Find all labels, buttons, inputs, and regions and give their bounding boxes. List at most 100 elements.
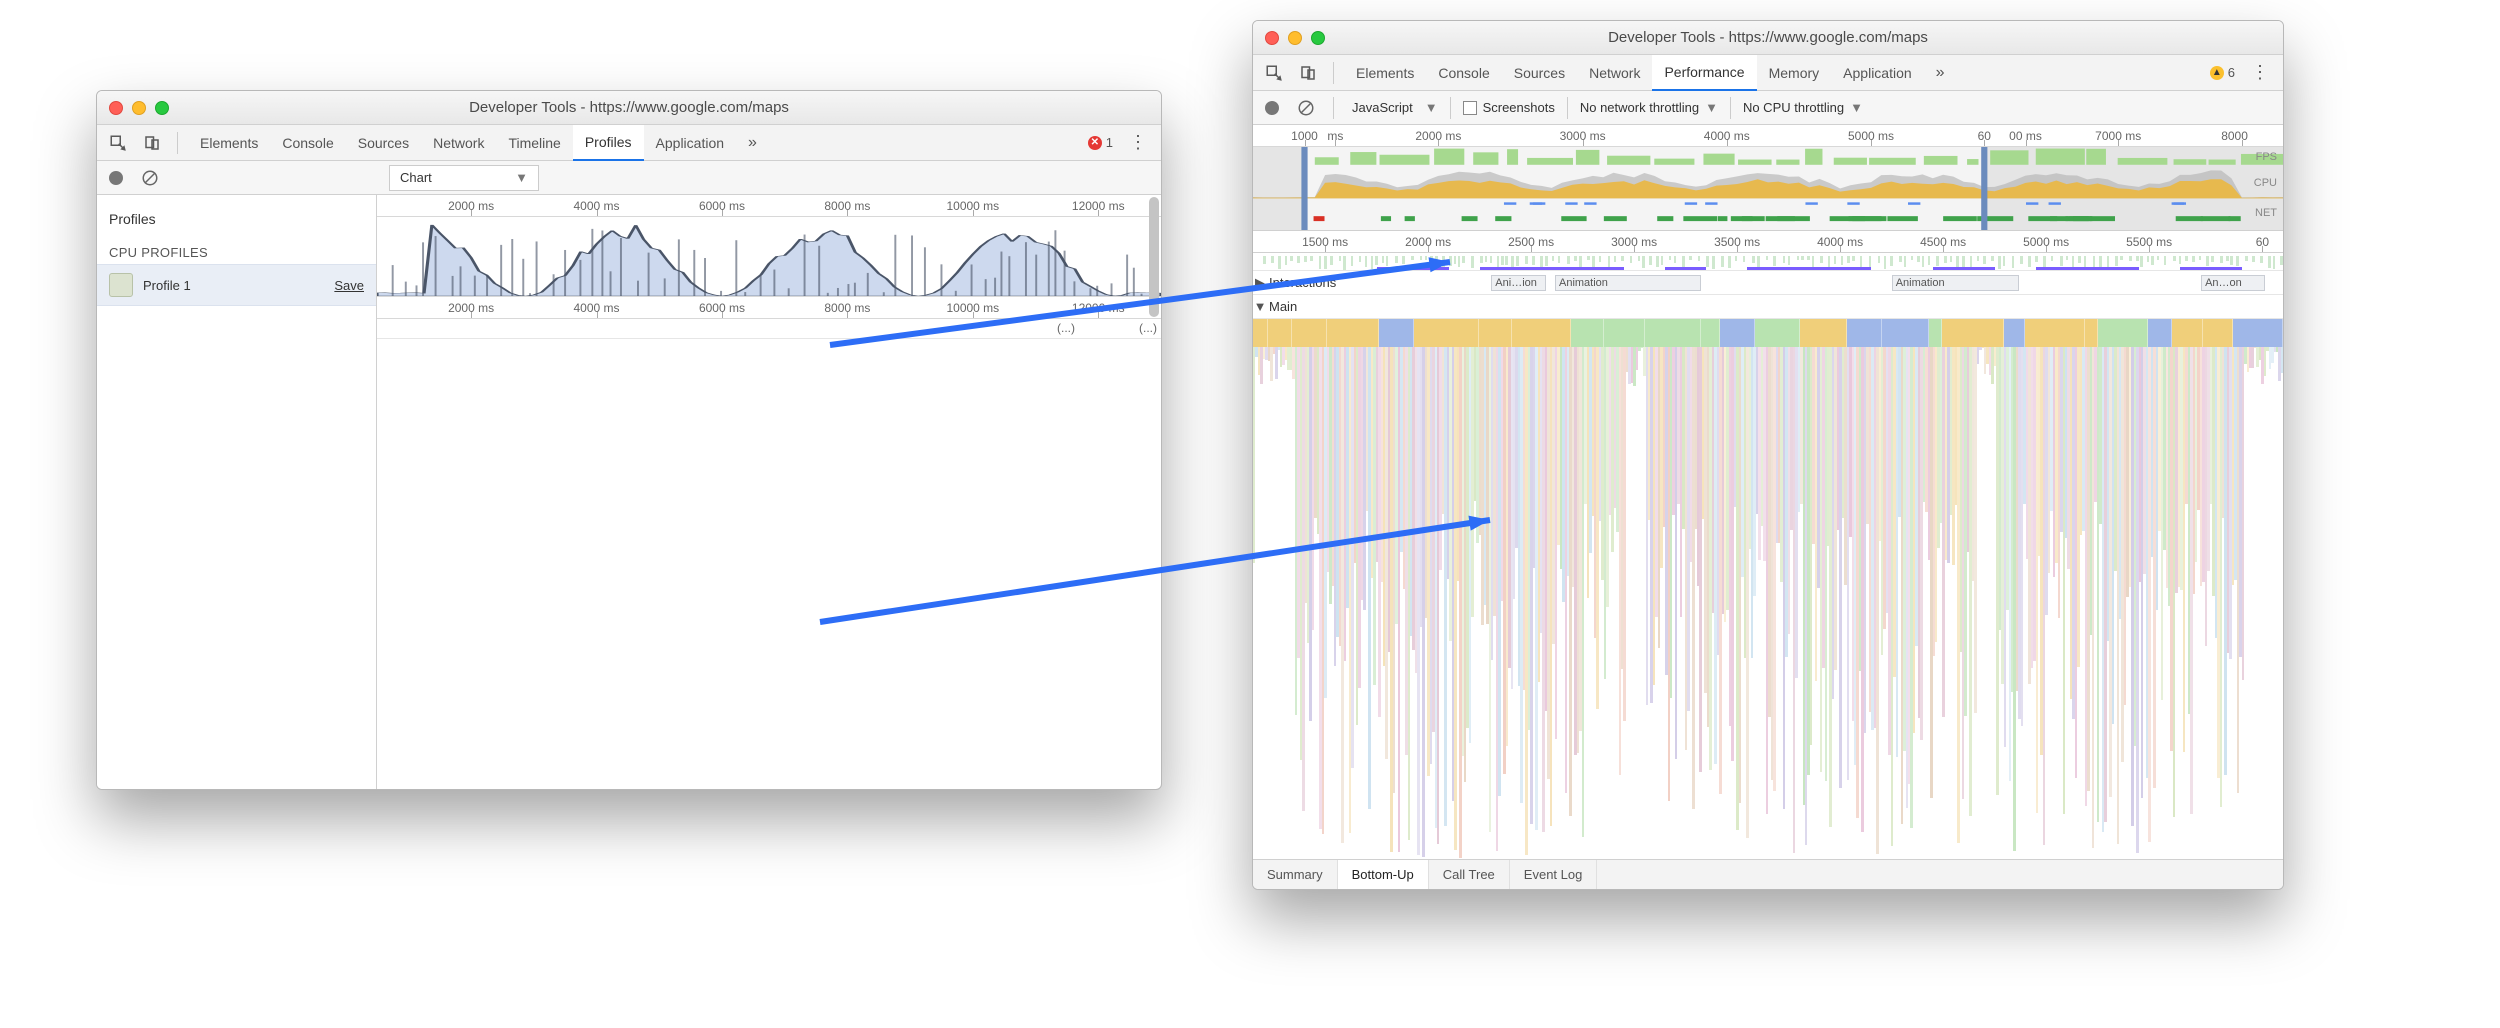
zoom-dot[interactable] xyxy=(155,101,169,115)
devtools-window-left: Developer Tools - https://www.google.com… xyxy=(96,90,1162,790)
details-tabs: SummaryBottom-UpCall TreeEvent Log xyxy=(1253,859,2283,889)
view-select[interactable]: Chart ▼ xyxy=(389,165,539,191)
chart-pane: 2000 ms4000 ms6000 ms8000 ms10000 ms1200… xyxy=(377,195,1161,789)
tab-console[interactable]: Console xyxy=(270,125,345,161)
tab-sources[interactable]: Sources xyxy=(1502,55,1577,91)
clear-icon[interactable] xyxy=(1291,93,1321,123)
ellipsis-label: (...) xyxy=(1057,321,1075,335)
record-button[interactable] xyxy=(109,171,123,185)
titlebar: Developer Tools - https://www.google.com… xyxy=(97,91,1161,125)
main-track-header[interactable]: ▼ Main xyxy=(1253,295,2283,319)
error-count: 1 xyxy=(1106,135,1113,150)
save-link[interactable]: Save xyxy=(334,278,364,293)
cpu-lane-label: CPU xyxy=(2254,177,2277,189)
main-body: Profiles CPU PROFILES Profile 1 Save 200… xyxy=(97,195,1161,789)
tab-application[interactable]: Application xyxy=(644,125,737,161)
tab-elements[interactable]: Elements xyxy=(188,125,270,161)
minimize-dot[interactable] xyxy=(1288,31,1302,45)
panel-tabstrip: ElementsConsoleSourcesNetworkPerformance… xyxy=(1253,55,2283,91)
network-throttle-select[interactable]: No network throttling xyxy=(1580,100,1699,115)
traffic-lights xyxy=(97,101,169,115)
inspect-icon[interactable] xyxy=(103,128,133,158)
warning-badge[interactable]: ▲ 6 xyxy=(2206,65,2239,80)
chevron-down-icon: ▼ xyxy=(1850,100,1863,115)
disclose-icon[interactable]: ▶ xyxy=(1253,275,1267,291)
profile-item[interactable]: Profile 1 Save xyxy=(97,264,376,306)
tab-profiles[interactable]: Profiles xyxy=(573,125,644,161)
view-select-label: Chart xyxy=(400,170,432,185)
separator xyxy=(1333,97,1334,119)
interaction-span[interactable]: Ani…ion xyxy=(1491,275,1546,291)
clear-icon[interactable] xyxy=(135,163,165,193)
scrollbar-thumb[interactable] xyxy=(1149,197,1159,317)
sidebar-heading: Profiles xyxy=(97,203,376,235)
tab-console[interactable]: Console xyxy=(1426,55,1501,91)
js-select[interactable]: JavaScript xyxy=(1346,100,1419,115)
tab-elements[interactable]: Elements xyxy=(1344,55,1426,91)
separator xyxy=(1333,62,1334,84)
inspect-icon[interactable] xyxy=(1259,58,1289,88)
time-ruler-mid[interactable]: 2000 ms4000 ms6000 ms8000 ms10000 ms1200… xyxy=(377,297,1161,319)
tab-sources[interactable]: Sources xyxy=(346,125,421,161)
main-body: 1000ms2000 ms3000 ms4000 ms5000 ms6000 m… xyxy=(1253,125,2283,889)
chevron-down-icon: ▼ xyxy=(1425,100,1438,115)
tab-performance[interactable]: Performance xyxy=(1652,55,1756,91)
titlebar: Developer Tools - https://www.google.com… xyxy=(1253,21,2283,55)
interaction-span[interactable]: Animation xyxy=(1555,275,1701,291)
cpu-throttle-select[interactable]: No CPU throttling xyxy=(1743,100,1844,115)
frames-strip[interactable] xyxy=(1253,253,2283,271)
tab-network[interactable]: Network xyxy=(421,125,496,161)
chevron-down-icon: ▼ xyxy=(515,170,528,185)
tab-application[interactable]: Application xyxy=(1831,55,1924,91)
interaction-span[interactable]: Animation xyxy=(1892,275,2019,291)
toolbar: JavaScript ▼ Screenshots No network thro… xyxy=(1253,91,2283,125)
chevron-down-icon: ▼ xyxy=(1705,100,1718,115)
traffic-lights xyxy=(1253,31,1325,45)
net-lane-label: NET xyxy=(2255,207,2277,219)
close-dot[interactable] xyxy=(109,101,123,115)
time-ruler-top[interactable]: 1000ms2000 ms3000 ms4000 ms5000 ms6000 m… xyxy=(1253,125,2283,147)
more-tabs-icon[interactable]: » xyxy=(1928,64,1953,82)
separator xyxy=(177,132,178,154)
details-tab-call-tree[interactable]: Call Tree xyxy=(1429,860,1510,889)
interactions-track[interactable]: ▶ Interactions Ani…ionAnimationAnimation… xyxy=(1253,271,2283,295)
profile-icon xyxy=(109,273,133,297)
cpu-overview-chart[interactable] xyxy=(377,217,1161,297)
disclose-icon[interactable]: ▼ xyxy=(1253,299,1267,314)
time-ruler-mid[interactable]: 1500 ms2000 ms2500 ms3000 ms3500 ms4000 … xyxy=(1253,231,2283,253)
screenshots-checkbox[interactable] xyxy=(1463,101,1477,115)
details-tab-bottom-up[interactable]: Bottom-Up xyxy=(1338,860,1429,889)
kebab-menu-icon[interactable]: ⋮ xyxy=(1121,132,1155,153)
device-toggle-icon[interactable] xyxy=(137,128,167,158)
time-ruler-top[interactable]: 2000 ms4000 ms6000 ms8000 ms10000 ms1200… xyxy=(377,195,1161,217)
separator xyxy=(1730,97,1731,119)
sidebar: Profiles CPU PROFILES Profile 1 Save xyxy=(97,195,377,789)
interaction-span[interactable]: An…on xyxy=(2201,275,2265,291)
sidebar-section: CPU PROFILES xyxy=(97,235,376,264)
device-toggle-icon[interactable] xyxy=(1293,58,1323,88)
details-tab-event-log[interactable]: Event Log xyxy=(1510,860,1598,889)
profile-name: Profile 1 xyxy=(143,278,191,293)
main-label: Main xyxy=(1267,299,1297,314)
error-icon: ✕ xyxy=(1088,136,1102,150)
error-badge[interactable]: ✕ 1 xyxy=(1084,135,1117,150)
details-tab-summary[interactable]: Summary xyxy=(1253,860,1338,889)
screenshots-label: Screenshots xyxy=(1483,100,1555,115)
zoom-dot[interactable] xyxy=(1311,31,1325,45)
overview-lanes[interactable]: FPS CPU NET xyxy=(1253,147,2283,231)
more-tabs-icon[interactable]: » xyxy=(740,134,765,152)
separator xyxy=(1567,97,1568,119)
flame-chart[interactable] xyxy=(1253,319,2283,859)
panel-tabstrip: ElementsConsoleSourcesNetworkTimelinePro… xyxy=(97,125,1161,161)
toolbar: Chart ▼ xyxy=(97,161,1161,195)
tab-network[interactable]: Network xyxy=(1577,55,1652,91)
record-button[interactable] xyxy=(1265,101,1279,115)
minimize-dot[interactable] xyxy=(132,101,146,115)
kebab-menu-icon[interactable]: ⋮ xyxy=(2243,62,2277,83)
warning-count: 6 xyxy=(2228,65,2235,80)
tab-memory[interactable]: Memory xyxy=(1757,55,1832,91)
ellipsis-label: (...) xyxy=(1139,321,1157,335)
tab-timeline[interactable]: Timeline xyxy=(496,125,572,161)
close-dot[interactable] xyxy=(1265,31,1279,45)
separator xyxy=(1450,97,1451,119)
